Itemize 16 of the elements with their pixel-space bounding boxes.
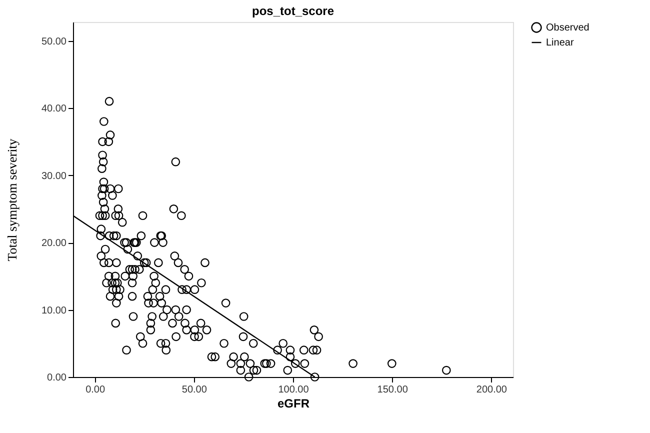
chart-title: pos_tot_score (252, 4, 334, 18)
y-tick-label: 0.00 (47, 372, 67, 384)
y-tick-label: 50.00 (41, 36, 67, 48)
legend-label: Observed (546, 22, 590, 34)
y-axis-title: Total symptom severity (4, 138, 20, 262)
x-tick-label: 200.00 (476, 384, 508, 396)
x-tick-label: 0.00 (86, 384, 106, 396)
x-axis-title: eGFR (277, 396, 310, 410)
x-tick-label: 100.00 (278, 384, 310, 396)
legend-label: Linear (546, 38, 574, 48)
x-tick-label: 50.00 (182, 384, 208, 396)
y-tick-label: 30.00 (41, 170, 67, 182)
y-tick-label: 20.00 (41, 238, 67, 250)
y-tick-label: 40.00 (41, 104, 67, 115)
y-tick-label: 10.00 (41, 305, 67, 316)
x-tick-label: 150.00 (377, 384, 408, 396)
